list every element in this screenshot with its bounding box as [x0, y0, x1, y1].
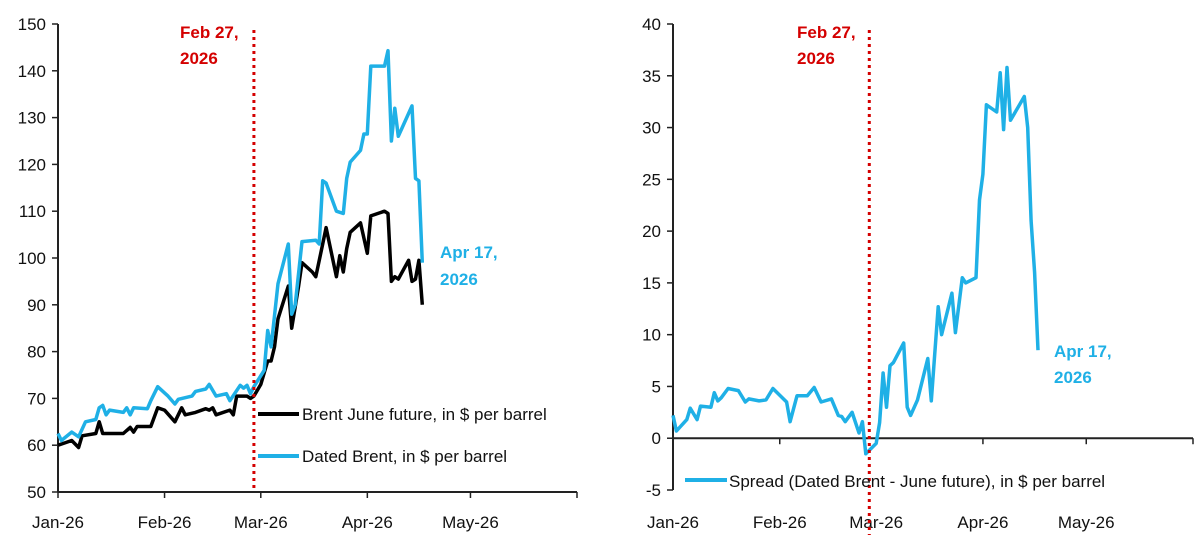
right-y-axis: -5 0 5 10 15 20 25 30 35 40 [642, 15, 674, 500]
y-tick-label: 20 [642, 222, 661, 241]
y-tick-label: -5 [646, 481, 661, 500]
left-legend: Brent June future, in $ per barrel Dated… [258, 405, 547, 466]
y-tick-label: 150 [18, 15, 46, 34]
y-tick-label: 5 [652, 377, 661, 396]
x-tick-label: May-26 [1058, 513, 1115, 532]
y-tick-label: 25 [642, 170, 661, 189]
y-tick-label: 140 [18, 62, 46, 81]
legend-label-dated-brent: Dated Brent, in $ per barrel [302, 447, 507, 466]
right-event-label-2: 2026 [797, 49, 835, 68]
series-line-dated-brent [56, 48, 425, 443]
left-series [56, 48, 425, 450]
y-tick-label: 80 [27, 343, 46, 362]
left-chart: 50 60 70 80 90 100 110 120 130 140 150 Jan-26 Feb-2… [18, 15, 578, 532]
x-tick-label: Apr-26 [342, 513, 393, 532]
y-tick-label: 50 [27, 483, 46, 502]
x-tick-label: Jan-26 [647, 513, 699, 532]
x-tick-label: May-26 [442, 513, 499, 532]
y-tick-label: 110 [19, 202, 46, 221]
right-event-label-1: Feb 27, [797, 23, 856, 42]
x-tick-label: Jan-26 [32, 513, 84, 532]
y-tick-label: 10 [642, 326, 661, 345]
legend-label-brent-june: Brent June future, in $ per barrel [302, 405, 547, 424]
y-tick-label: 120 [18, 155, 46, 174]
y-tick-label: 35 [642, 67, 661, 86]
y-tick-label: 0 [652, 429, 661, 448]
y-tick-label: 70 [27, 389, 46, 408]
y-tick-label: 100 [18, 249, 46, 268]
x-tick-label: Mar-26 [234, 513, 288, 532]
series-line-spread [671, 65, 1040, 456]
right-end-label-2: 2026 [1054, 368, 1092, 387]
right-end-label-1: Apr 17, [1054, 342, 1112, 361]
y-tick-label: 30 [642, 119, 661, 138]
y-tick-label: 40 [642, 15, 661, 34]
right-x-axis: Jan-26 Feb-26 Mar-26 Apr-26 May-26 [647, 437, 1194, 532]
left-end-label-2: 2026 [440, 270, 478, 289]
x-tick-label: Apr-26 [957, 513, 1008, 532]
left-event-label-2: 2026 [180, 49, 218, 68]
right-legend: Spread (Dated Brent - June future), in $… [685, 472, 1105, 491]
y-tick-label: 15 [642, 274, 661, 293]
right-chart: -5 0 5 10 15 20 25 30 35 40 Jan-26 Feb-26 Mar-26 Apr… [642, 15, 1194, 535]
y-tick-label: 60 [27, 436, 46, 455]
left-y-axis: 50 60 70 80 90 100 110 120 130 140 150 [18, 15, 59, 502]
left-event-label-1: Feb 27, [180, 23, 239, 42]
left-end-label-1: Apr 17, [440, 243, 498, 262]
y-tick-label: 130 [18, 109, 46, 128]
x-tick-label: Feb-26 [138, 513, 192, 532]
left-x-axis: Jan-26 Feb-26 Mar-26 Apr-26 May-26 [32, 491, 578, 532]
right-series [671, 65, 1040, 456]
x-tick-label: Mar-26 [849, 513, 903, 532]
y-tick-label: 90 [27, 296, 46, 315]
legend-label-spread: Spread (Dated Brent - June future), in $… [729, 472, 1105, 491]
x-tick-label: Feb-26 [753, 513, 807, 532]
